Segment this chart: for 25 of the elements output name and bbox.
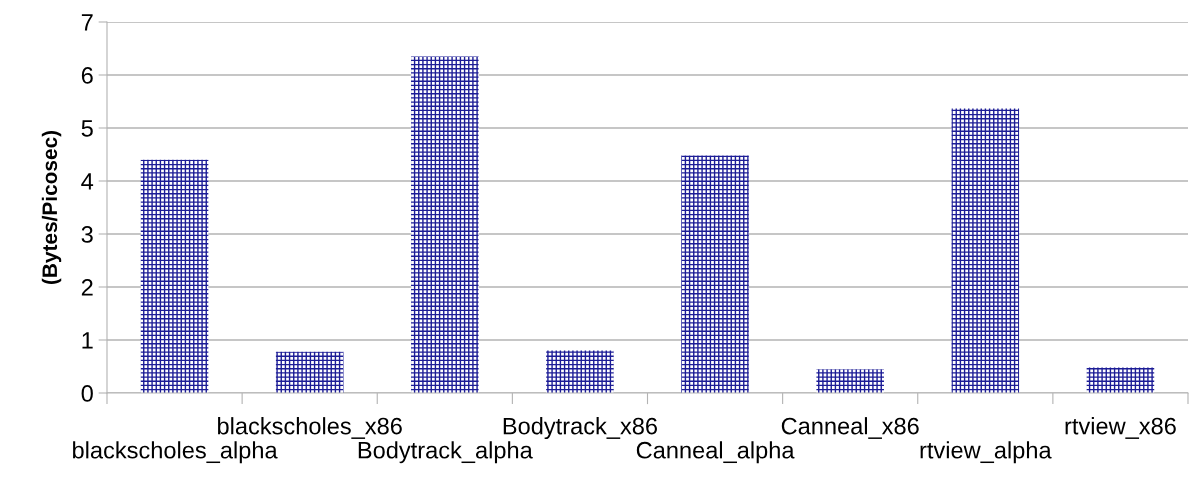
bar [681, 155, 749, 393]
y-tick-label: 4 [81, 173, 94, 190]
y-tick-label: 3 [81, 226, 93, 243]
y-tick-label: 2 [81, 279, 93, 296]
y-tick-label: 0 [81, 385, 93, 402]
x-tick-label: Bodytrack_x86 [503, 417, 657, 440]
bar [951, 108, 1020, 393]
x-tick-label: Bodytrack_alpha [358, 441, 533, 464]
y-tick-label: 7 [81, 14, 93, 31]
x-tick-label: rtview_alpha [920, 441, 1052, 464]
x-tick-label: Canneal_x86 [781, 417, 919, 439]
y-axis-title: (Bytes/Picosec) [41, 130, 62, 285]
bar [1086, 367, 1155, 393]
x-tick-label: rtview_x86 [1065, 417, 1176, 439]
bar [411, 56, 479, 393]
x-tick-label: Canneal_alpha [636, 441, 795, 464]
y-tick-label: 6 [81, 67, 93, 84]
x-tick-label: blackscholes_alpha [73, 441, 278, 464]
bar [546, 350, 614, 393]
x-tick-label: blackscholes_x86 [218, 417, 402, 439]
y-tick-label: 1 [82, 332, 93, 349]
bar [275, 351, 344, 393]
y-tick-label: 5 [81, 120, 93, 137]
bar [140, 159, 209, 393]
bar [816, 369, 884, 393]
